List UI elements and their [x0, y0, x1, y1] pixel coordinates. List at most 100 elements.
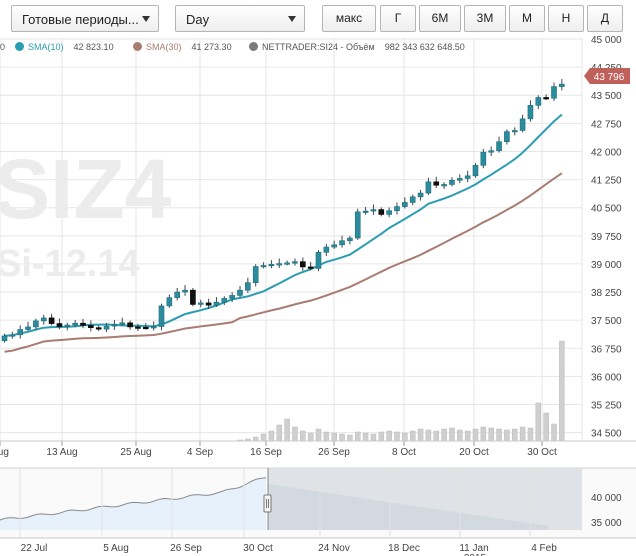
volume-bar — [331, 432, 337, 442]
range-button-month[interactable]: М — [509, 5, 545, 32]
navigator-x-label: 24 Nov — [318, 543, 350, 554]
candle-up — [268, 264, 275, 267]
candle-up — [370, 209, 377, 212]
navigator-handle-icon — [263, 494, 272, 513]
candle-up — [496, 141, 502, 152]
volume-bar — [433, 430, 439, 442]
candle — [488, 146, 495, 156]
volume-bar — [496, 428, 502, 442]
candle — [394, 202, 400, 215]
navigator-x-label: 11 Jan — [459, 543, 488, 554]
interval-dropdown[interactable]: Day — [175, 5, 305, 32]
candle — [551, 82, 557, 102]
candle — [80, 319, 86, 329]
candle-down — [307, 266, 314, 269]
candle — [386, 207, 392, 218]
y-tick-label: 37 500 — [591, 316, 622, 327]
ready-periods-dropdown[interactable]: Готовые периоды... — [11, 5, 159, 32]
interval-label: Day — [186, 12, 210, 27]
candle-up — [103, 325, 110, 330]
range-button-max[interactable]: макс — [322, 5, 376, 32]
navigator-x-label: 22 Jul — [21, 543, 48, 554]
candle — [409, 194, 416, 206]
candle-up — [409, 196, 416, 203]
candle — [72, 319, 78, 327]
legend-left-cut: 0 — [0, 42, 6, 52]
volume-bar — [284, 418, 290, 442]
navigator-area — [0, 477, 266, 530]
candle — [205, 298, 212, 309]
candle — [559, 79, 565, 91]
volume-bar — [441, 428, 447, 442]
candle — [260, 262, 267, 269]
candle — [237, 286, 243, 298]
navigator-projection — [268, 484, 548, 530]
candle-up — [386, 210, 392, 215]
candle-up — [347, 237, 353, 241]
volume-bar — [307, 432, 314, 442]
candle-up — [245, 282, 251, 291]
candle — [268, 260, 275, 269]
candle — [135, 323, 141, 332]
legend-volume-name: NETTRADER:SI24 - Объём — [262, 42, 375, 52]
legend-item-sma30[interactable]: SMA(30) 41 273.30 — [133, 41, 232, 53]
candle-up — [284, 262, 290, 265]
x-tick-label: 25 Aug — [120, 447, 151, 458]
legend-volume-value: 982 343 632 648.50 — [384, 42, 465, 52]
candle — [323, 243, 330, 257]
volume-bar — [543, 412, 549, 442]
candle — [378, 207, 385, 217]
range-button-year[interactable]: Г — [380, 5, 416, 32]
candle-down — [95, 327, 102, 330]
candle — [95, 325, 102, 332]
candle-up — [323, 246, 330, 253]
candle-down — [143, 326, 149, 330]
x-tick-label: 4 Sep — [187, 447, 214, 458]
candle — [370, 204, 377, 215]
candle-down — [127, 322, 133, 328]
candle — [1, 333, 8, 343]
legend-item-volume[interactable]: NETTRADER:SI24 - Объём 982 343 632 648.5… — [249, 41, 465, 53]
candle — [315, 250, 322, 272]
candle-up — [559, 83, 565, 87]
candle-down — [135, 326, 141, 329]
candle-down — [190, 289, 196, 305]
candle-up — [456, 178, 463, 181]
volume-bar — [425, 429, 432, 442]
navigator-y-label: 35 000 — [591, 518, 622, 529]
volume-bar — [260, 433, 267, 442]
y-tick-label: 41 250 — [591, 176, 622, 187]
navigator[interactable]: 40 000 35 000 22 Jul 5 Aug 26 Sep 30 Oct 24 No… — [0, 467, 636, 556]
candle — [245, 277, 251, 293]
candle — [252, 264, 259, 287]
range-button-day[interactable]: Д — [587, 5, 623, 32]
candle-up — [17, 329, 24, 336]
candle-up — [72, 322, 78, 326]
candle — [111, 320, 118, 330]
candle-up — [449, 180, 455, 185]
range-button-6m[interactable]: 6М — [419, 5, 461, 32]
range-button-week[interactable]: Н — [548, 5, 584, 32]
chevron-down-icon — [288, 16, 296, 22]
candle-up — [158, 305, 165, 327]
candle-up — [339, 240, 345, 246]
candle — [543, 94, 549, 101]
volume-bar — [519, 426, 526, 442]
candle-up — [519, 118, 526, 131]
legend-item-sma10[interactable]: SMA(10) 42 823.10 — [15, 41, 114, 53]
volume-bar — [252, 436, 259, 442]
volume-series — [237, 340, 565, 442]
candle-up — [237, 289, 243, 296]
last-price-badge: 43 796 — [584, 68, 630, 84]
candle-down — [48, 317, 55, 324]
y-tick-label: 45 000 — [591, 35, 622, 46]
sma-lines — [4, 113, 563, 353]
ready-periods-label: Готовые периоды... — [22, 12, 139, 27]
candle — [496, 136, 502, 153]
y-tick-label: 35 250 — [591, 401, 622, 412]
candle-down — [299, 261, 306, 268]
range-button-3m[interactable]: 3М — [464, 5, 506, 32]
candle-down — [88, 325, 94, 328]
